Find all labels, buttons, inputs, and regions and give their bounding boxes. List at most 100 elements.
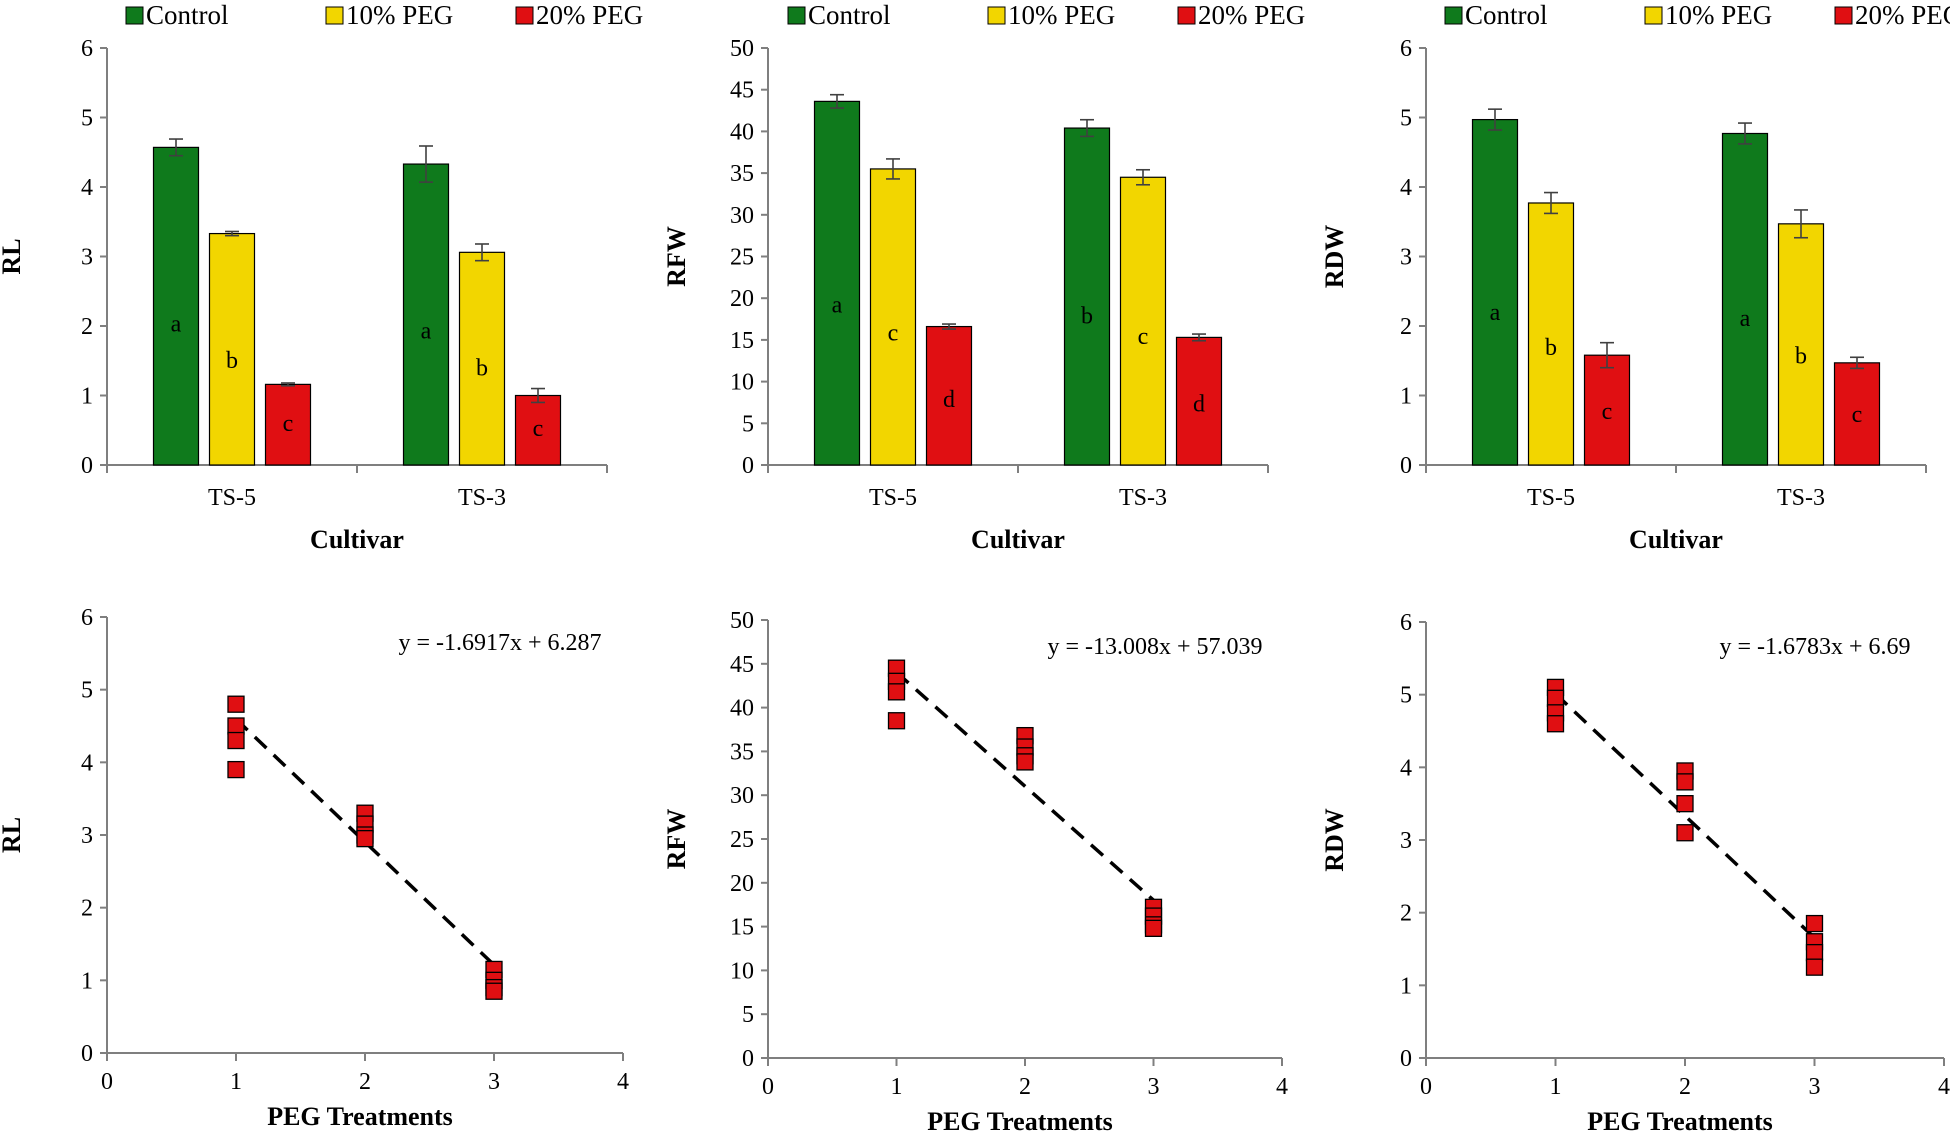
y-tick-label: 0 [742,1046,754,1072]
trendline [234,717,496,967]
y-tick-label: 3 [81,245,93,271]
bar-peg10-1 [458,251,506,466]
data-point [1676,824,1694,842]
x-axis-title: Cultivar [1629,525,1723,554]
x-tick-label: 2 [1019,1074,1031,1100]
data-point [227,760,245,779]
significance-letter: c [283,411,294,437]
significance-letter: d [943,387,955,413]
y-tick-label: 50 [730,608,754,634]
bar-peg10-0 [869,168,917,466]
significance-letter: d [1193,391,1205,417]
legend-swatch-peg20 [515,6,534,25]
y-tick-label: 20 [730,871,754,897]
significance-letter: c [1852,402,1863,428]
y-tick-label: 35 [730,161,754,187]
significance-letter: c [888,321,899,347]
y-tick-label: 1 [81,384,93,410]
data-point [1546,689,1565,707]
y-tick-label: 1 [81,968,93,994]
y-tick-label: 0 [81,453,93,479]
significance-letter: b [226,348,238,374]
trendline-equation: y = -1.6917x + 6.287 [398,630,601,656]
data-point [227,695,245,713]
y-tick-label: 0 [742,453,754,479]
x-tick-label: 0 [101,1069,113,1095]
bar-peg20-1 [1175,336,1223,466]
y-tick-label: 15 [730,915,754,941]
y-axis-title: RDW [1320,225,1349,289]
bar-chart-rdw: 0 1 2 3 4 5 6 TS-5 TS-3 a a b b c c Cultivar RDW Control 1… [1320,0,1950,554]
significance-letter: c [533,416,544,442]
y-tick-label: 5 [1400,683,1412,709]
x-tick-label: TS-3 [458,485,506,511]
legend-swatch-control [125,6,144,25]
y-tick-label: 3 [1400,245,1412,271]
data-point [1546,715,1565,733]
x-tick-label: TS-5 [869,485,917,511]
legend-swatch-peg20 [1177,6,1196,25]
x-tick-label: TS-5 [1527,485,1575,511]
legend: Control 10% PEG 20% PEG [125,0,643,30]
bar-control-1 [1063,127,1111,466]
y-tick-label: 40 [730,696,754,722]
bar-control-1 [1721,132,1769,466]
x-tick-label: 1 [891,1074,903,1100]
x-tick-label: 0 [762,1074,774,1100]
data-point [227,717,245,735]
y-tick-label: 5 [81,106,93,132]
y-tick-label: 5 [742,1002,754,1028]
significance-letter: a [1740,306,1751,332]
legend-label: Control [808,0,891,30]
significance-letter: b [1795,344,1807,370]
y-axis-title: RL [0,817,26,853]
y-tick-label: 4 [81,175,93,201]
significance-letter: c [1602,399,1613,425]
x-tick-label: 2 [359,1069,371,1095]
legend-swatch-peg10 [987,6,1006,25]
data-point [356,829,374,848]
significance-letter: b [1545,335,1557,361]
significance-letter: a [832,292,843,318]
legend-swatch-control [1444,6,1463,25]
trendline [1554,692,1816,940]
y-tick-label: 3 [81,823,93,849]
bar-peg10-0 [1527,202,1575,466]
data-point [887,683,906,701]
x-tick-label: 3 [488,1069,500,1095]
y-tick-label: 5 [1400,106,1412,132]
x-tick-label: 3 [1809,1074,1821,1100]
x-tick-label: 1 [230,1069,242,1095]
y-tick-label: 6 [1400,36,1412,62]
y-tick-label: 2 [1400,314,1412,340]
bar-control-0 [1471,118,1519,466]
legend-label: 20% PEG [1198,0,1305,30]
y-tick-label: 35 [730,739,754,765]
y-tick-label: 2 [1400,901,1412,927]
trendline-equation: y = -1.6783x + 6.69 [1719,634,1910,660]
bar-peg20-1 [514,394,562,466]
y-tick-label: 4 [1400,175,1412,201]
y-tick-label: 25 [730,827,754,853]
x-tick-label: 2 [1679,1074,1691,1100]
y-axis-title: RFW [662,226,691,287]
y-tick-label: 6 [81,605,93,631]
x-tick-label: 0 [1420,1074,1432,1100]
x-tick-label: 1 [1550,1074,1562,1100]
x-axis-title: PEG Treatments [927,1107,1113,1136]
significance-letter: b [476,356,488,382]
data-point [227,731,245,750]
legend: Control 10% PEG 20% PEG [787,0,1305,30]
y-tick-label: 45 [730,652,754,678]
significance-letter: a [421,319,432,345]
legend-label: 10% PEG [346,0,453,30]
x-tick-label: 4 [1276,1074,1288,1100]
y-tick-label: 5 [81,678,93,704]
bar-chart-rl: 0 1 2 3 4 5 6 TS-5 TS-3 a a b b c c Cultivar RL Control 10… [0,0,643,554]
bar-peg10-1 [1119,176,1167,466]
data-point [1016,753,1034,771]
legend-swatch-peg10 [1644,6,1663,25]
y-tick-label: 20 [730,286,754,312]
legend-label: 20% PEG [1855,0,1950,30]
